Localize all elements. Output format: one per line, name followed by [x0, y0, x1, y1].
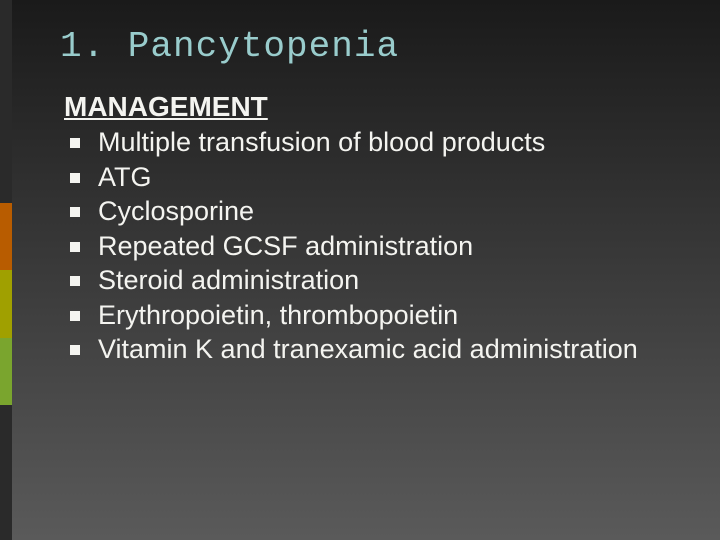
slide-subhead: MANAGEMENT [64, 91, 670, 123]
accent-seg-7 [0, 473, 12, 540]
bullet-item: Repeated GCSF administration [64, 229, 670, 264]
bullet-item: Erythropoietin, thrombopoietin [64, 298, 670, 333]
accent-seg-6 [0, 405, 12, 473]
bullet-list: Multiple transfusion of blood productsAT… [64, 125, 670, 367]
accent-seg-4 [0, 270, 12, 338]
accent-seg-1 [0, 68, 12, 136]
accent-seg-0 [0, 0, 12, 68]
accent-seg-2 [0, 135, 12, 203]
bullet-item: Cyclosporine [64, 194, 670, 229]
slide: 1. Pancytopenia MANAGEMENT Multiple tran… [0, 0, 720, 540]
bullet-item: ATG [64, 160, 670, 195]
bullet-item: Vitamin K and tranexamic acid administra… [64, 332, 670, 367]
slide-title: 1. Pancytopenia [60, 26, 670, 67]
bullet-item: Steroid administration [64, 263, 670, 298]
accent-bar [0, 0, 12, 540]
bullet-item: Multiple transfusion of blood products [64, 125, 670, 160]
accent-seg-3 [0, 203, 12, 271]
accent-seg-5 [0, 338, 12, 406]
